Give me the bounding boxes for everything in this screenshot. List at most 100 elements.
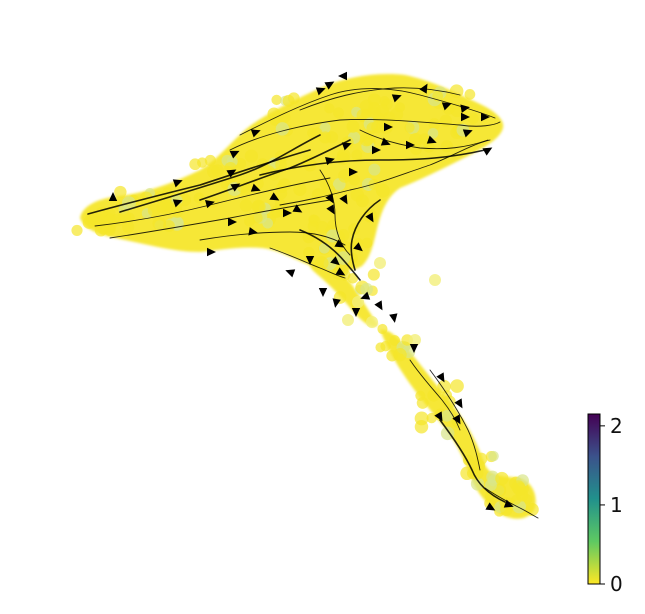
- cell-point: [393, 348, 407, 362]
- streamline-arrowhead: [384, 122, 393, 132]
- streamline-arrowhead: [250, 129, 261, 138]
- cell-point: [235, 158, 247, 169]
- cell-point: [324, 103, 335, 114]
- streamline: [409, 359, 461, 431]
- streamline-arrowhead: [250, 183, 261, 192]
- cell-point: [282, 94, 295, 107]
- cell-point: [427, 127, 439, 139]
- cell-point: [361, 237, 373, 249]
- cell-point: [408, 132, 423, 147]
- colorbar-ticks: 2 1 0: [600, 414, 623, 596]
- streamline-arrowhead: [339, 194, 348, 205]
- cell-point: [293, 182, 307, 196]
- cell-point: [211, 164, 224, 177]
- cell-point: [244, 149, 259, 163]
- cell-point: [346, 119, 360, 133]
- streamline-arrowhead: [315, 87, 326, 96]
- streamline-arrowhead: [372, 145, 381, 155]
- colorbar-tick-label: 1: [610, 493, 623, 517]
- cell-point: [450, 379, 464, 393]
- cell-point: [327, 219, 338, 230]
- colorbar-tick-label: 2: [610, 414, 623, 438]
- cell-point: [338, 169, 352, 183]
- cell-point: [351, 149, 363, 161]
- streamline-arrowhead: [325, 156, 335, 166]
- cell-point: [440, 426, 455, 441]
- streamline-arrowhead: [460, 104, 470, 113]
- streamline: [239, 88, 496, 136]
- streamline-arrowhead: [434, 411, 443, 422]
- streamline-arrowhead: [228, 217, 237, 227]
- streamline-arrowhead: [172, 179, 183, 188]
- cell-point: [389, 335, 401, 346]
- streamline-arrowhead: [334, 239, 345, 248]
- streamline-arrowhead: [454, 398, 463, 409]
- cell-point: [326, 131, 339, 144]
- streamline-arrowhead: [330, 256, 340, 266]
- cell-point: [348, 174, 360, 186]
- streamline: [299, 229, 361, 281]
- cell-point: [404, 122, 415, 133]
- streamline-arrows: [108, 71, 514, 511]
- streamline: [269, 247, 346, 279]
- streamline-arrowhead: [335, 267, 346, 276]
- cell-point: [82, 216, 96, 229]
- streamline-arrowhead: [108, 192, 118, 201]
- cell-point: [333, 107, 344, 119]
- cell-point: [366, 316, 378, 328]
- streamline-arrowhead: [374, 300, 383, 311]
- streamline-arrowhead: [341, 142, 352, 151]
- cell-point: [189, 158, 201, 171]
- streamline-arrowhead: [419, 83, 428, 94]
- cell-point: [308, 215, 321, 227]
- cell-point: [152, 216, 167, 231]
- cell-point: [426, 412, 437, 424]
- streamline-arrowhead: [452, 414, 461, 425]
- streamline: [439, 419, 506, 503]
- streamline-arrowhead: [305, 256, 315, 265]
- cell-point: [368, 179, 380, 190]
- streamline: [429, 369, 481, 471]
- cell-point: [303, 246, 315, 259]
- cell-point: [467, 113, 479, 125]
- cell-point: [414, 420, 429, 434]
- streamline-arrowhead: [462, 129, 473, 138]
- cell-point: [410, 143, 422, 155]
- streamline-arrowhead: [503, 499, 514, 508]
- cell-point: [367, 268, 380, 281]
- streamline: [87, 149, 311, 215]
- cell-point: [302, 231, 315, 244]
- cell-point: [377, 323, 388, 335]
- cell-point: [156, 202, 167, 213]
- streamline-arrowhead: [332, 298, 341, 308]
- cell-point: [360, 282, 374, 296]
- streamline-arrowhead: [226, 169, 237, 178]
- streamline-arrowhead: [436, 372, 445, 383]
- streamline-arrowhead: [409, 344, 419, 353]
- streamline-arrowhead: [461, 112, 470, 122]
- cell-point: [470, 477, 485, 491]
- colorbar: 2 1 0: [587, 413, 623, 596]
- cell-point: [464, 88, 476, 100]
- streamline-arrowhead: [269, 192, 280, 201]
- cell-point: [429, 274, 441, 286]
- cell-point: [271, 94, 282, 106]
- cell-point: [441, 409, 453, 422]
- cell-point: [318, 242, 330, 254]
- cell-point: [310, 127, 323, 140]
- cell-point: [114, 185, 127, 199]
- streamline: [199, 139, 351, 201]
- cell-point: [92, 213, 104, 225]
- streamline-arrowhead: [172, 199, 183, 208]
- cell-point: [352, 296, 364, 308]
- cell-point: [439, 114, 453, 128]
- cell-point: [427, 389, 440, 402]
- streamline-arrowhead: [391, 94, 402, 103]
- cell-point: [193, 192, 205, 204]
- cell-point: [415, 390, 426, 401]
- streamline: [119, 134, 321, 213]
- streamline: [299, 87, 461, 111]
- streamline: [259, 149, 486, 176]
- streamline: [109, 199, 331, 239]
- cell-point: [375, 183, 390, 198]
